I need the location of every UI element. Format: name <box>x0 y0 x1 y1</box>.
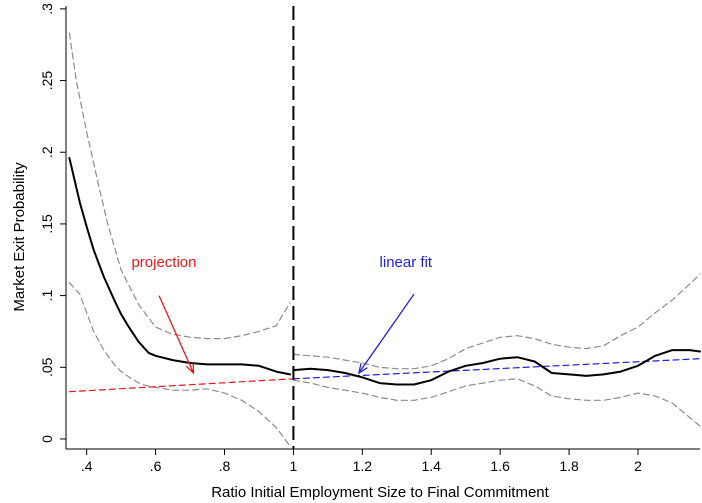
y-tick-label: .3 <box>39 3 55 15</box>
annotation-label: linear fit <box>380 254 433 271</box>
x-tick-label: .6 <box>150 458 162 474</box>
confidence-bands <box>68 32 701 447</box>
x-tick-label: 1.2 <box>353 458 373 474</box>
ci-lower-line <box>292 378 701 427</box>
annotation-label: projection <box>131 254 196 271</box>
axes: .4 .6 .8 1 1.2 1.4 1.6 1.8 2 0 .05 .1 .15 .2 .25 .3 <box>39 3 700 474</box>
annotation-arrowhead <box>357 363 368 375</box>
y-tick-label: .1 <box>39 290 55 302</box>
x-tick-label: 1.4 <box>422 458 442 474</box>
ci-lower-line <box>68 282 291 447</box>
ci-upper-line <box>292 273 701 370</box>
y-tick-label: .15 <box>39 214 55 234</box>
x-tick-label: .4 <box>81 458 93 474</box>
x-tick-label: 1.8 <box>559 458 579 474</box>
ci-upper-line <box>68 32 291 340</box>
y-axis-title: Market Exit Probability <box>11 162 28 312</box>
x-tick-label: 1.6 <box>490 458 510 474</box>
x-tick-label: 1 <box>290 458 298 474</box>
annotations: projection linear fit <box>131 254 433 375</box>
y-tick-label: 0 <box>39 435 55 443</box>
estimate-line <box>68 157 291 376</box>
linear-fit-line <box>292 358 701 380</box>
x-axis-title: Ratio Initial Employment Size to Final C… <box>211 484 549 501</box>
y-tick-label: .25 <box>39 71 55 91</box>
x-tick-label: .8 <box>219 458 231 474</box>
projection-line <box>68 378 294 393</box>
x-tick-label: 2 <box>634 458 642 474</box>
annotation-arrowhead <box>185 362 195 375</box>
estimate-line <box>292 349 701 386</box>
annotation-arrow <box>158 295 195 374</box>
annotation-arrow <box>358 293 415 374</box>
y-tick-label: .2 <box>39 146 55 158</box>
fit-lines <box>68 358 701 393</box>
estimate-line-group <box>68 157 701 386</box>
y-tick-label: .05 <box>39 357 55 377</box>
